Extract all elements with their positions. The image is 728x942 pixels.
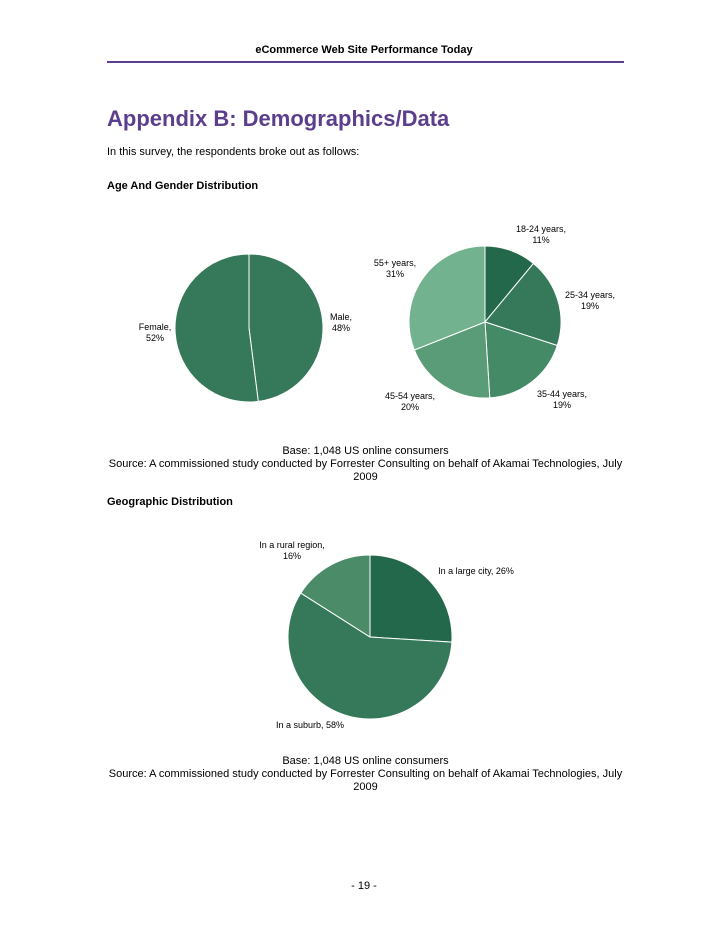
- pie-label-in-a-suburb: In a suburb, 58%: [276, 720, 344, 730]
- source-note-1: Base: 1,048 US online consumers Source: …: [107, 445, 624, 484]
- pie-label-in-a-rural-region: In a rural region,: [259, 540, 325, 550]
- source-year: 2009: [353, 471, 378, 483]
- pie-label-25-34-years: 25-34 years,: [565, 290, 615, 300]
- header-rule: [107, 61, 624, 63]
- pie-label-in-a-large-city: In a large city, 26%: [438, 566, 514, 576]
- pie-label-in-a-rural-region: 16%: [283, 551, 301, 561]
- pie-slice-in-a-suburb: [287, 592, 453, 720]
- source-year: 2009: [353, 781, 378, 793]
- age-pie-chart: 18-24 years,11%25-34 years,19%35-44 year…: [374, 224, 615, 412]
- source-line: Source: A commissioned study conducted b…: [108, 458, 623, 470]
- source-base: Base: 1,048 US online consumers: [282, 445, 449, 457]
- pie-label-18-24-years: 18-24 years,: [516, 224, 566, 234]
- section-heading-geographic: Geographic Distribution: [107, 496, 233, 508]
- section-heading-age-gender: Age And Gender Distribution: [107, 180, 259, 192]
- gender-pie-chart: Male,48% Female,52%: [139, 253, 352, 403]
- pie-label-male: Male,: [330, 312, 352, 322]
- age-gender-charts: Male,48% Female,52% 18-24 years,11% 25-34 …: [139, 224, 615, 412]
- pie-slice-25-34-years: [484, 262, 562, 347]
- pie-slice-female: [174, 253, 259, 403]
- running-header: eCommerce Web Site Performance Today: [255, 44, 473, 56]
- pie-label-55-years: 31%: [386, 269, 404, 279]
- pie-slice-in-a-large-city: [369, 554, 453, 643]
- pie-label-45-54-years: 20%: [401, 402, 419, 412]
- pie-slice-35-44-years: [484, 321, 558, 399]
- pie-label-35-44-years: 19%: [553, 400, 571, 410]
- pie-slice-55-years: [408, 245, 486, 351]
- pie-slice-in-a-rural-region: [300, 554, 371, 638]
- pie-label-18-24-years: 11%: [532, 235, 549, 245]
- pie-label-25-34-years: 19%: [581, 301, 599, 311]
- source-note-2: Base: 1,048 US online consumers Source: …: [107, 755, 624, 794]
- pie-label-55-years: 55+ years,: [374, 258, 416, 268]
- pie-label-female: 52%: [146, 333, 164, 343]
- pie-label-45-54-years: 45-54 years,: [385, 391, 435, 401]
- geographic-pie-chart: In a large city, 26% In a suburb, 58% In a…: [259, 540, 514, 730]
- pie-label-35-44-years: 35-44 years,: [537, 389, 587, 399]
- geographic-chart: In a large city, 26% In a suburb, 58% In a…: [259, 540, 514, 730]
- pie-label-male: 48%: [332, 323, 350, 333]
- source-base: Base: 1,048 US online consumers: [282, 755, 449, 767]
- source-line: Source: A commissioned study conducted b…: [108, 768, 623, 780]
- pie-slice-male: [248, 253, 324, 402]
- page-number: - 19 -: [351, 880, 377, 892]
- intro-text: In this survey, the respondents broke ou…: [107, 146, 360, 158]
- page-title: Appendix B: Demographics/Data: [107, 106, 450, 131]
- pie-slice-45-54-years: [413, 321, 491, 399]
- pie-label-female: Female,: [139, 322, 172, 332]
